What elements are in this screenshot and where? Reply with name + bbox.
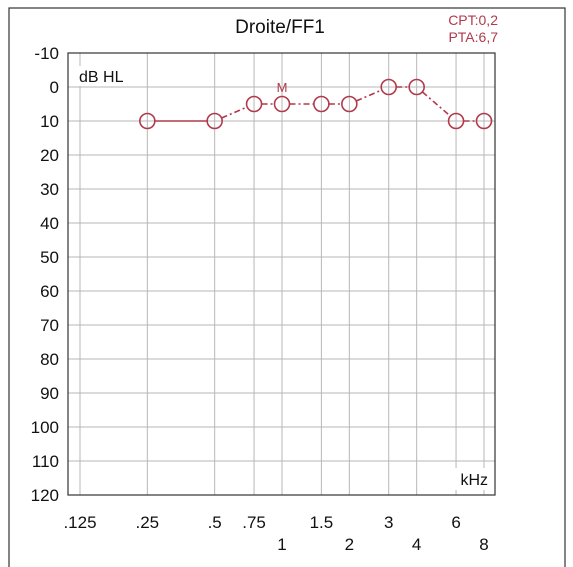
y-axis-ticks: -10 0 10 20 30 40 50 60 70 80 90 100 110 120 <box>31 44 59 505</box>
series-segment <box>421 91 451 117</box>
x-tick-label: 8 <box>479 535 488 554</box>
y-tick-label: 40 <box>40 214 59 233</box>
x-tick-label: .125 <box>63 513 96 532</box>
y-axis-label: dB HL <box>79 69 124 86</box>
x-tick-label: 4 <box>412 535 421 554</box>
y-tick-label: 0 <box>50 78 59 97</box>
x-tick-label: 6 <box>451 513 460 532</box>
xlabel-background <box>448 468 492 490</box>
y-tick-label: 30 <box>40 180 59 199</box>
series-segment <box>355 89 383 102</box>
x-tick-label: .25 <box>136 513 160 532</box>
x-axis-label: kHz <box>460 472 488 489</box>
plot-border <box>67 52 496 496</box>
x-tick-label: .75 <box>242 513 266 532</box>
y-tick-label: 50 <box>40 248 59 267</box>
data-point-circle <box>313 95 330 113</box>
y-tick-label: 70 <box>40 316 59 335</box>
data-point-circle <box>273 95 291 113</box>
annotation-pta: PTA:6,7 <box>448 29 498 45</box>
y-tick-label: 10 <box>40 112 59 131</box>
chart-title: Droite/FF1 <box>235 17 325 38</box>
data-point-circle <box>206 112 223 130</box>
x-tick-label: 3 <box>384 513 393 532</box>
x-tick-label: .5 <box>208 513 222 532</box>
y-tick-label: 100 <box>31 418 59 437</box>
data-point-circle <box>408 78 425 96</box>
x-tick-label: 1.5 <box>310 513 334 532</box>
data-point-circle <box>245 95 263 113</box>
y-tick-label: 20 <box>40 146 59 165</box>
masking-marker-label: M <box>277 80 288 95</box>
x-tick-label: 2 <box>345 535 354 554</box>
x-tick-label: 1 <box>277 535 286 554</box>
y-tick-label: 80 <box>40 350 59 369</box>
data-point-circle <box>447 112 465 130</box>
annotation-cpt: CPT:0,2 <box>448 12 498 28</box>
y-tick-label: 120 <box>31 486 59 505</box>
y-tick-label: 90 <box>40 384 59 403</box>
data-point-circle <box>341 95 358 113</box>
y-tick-label: -10 <box>34 44 59 63</box>
x-axis-ticks: .125 .25 .5 .75 1 1.5 2 34 68 <box>63 513 488 554</box>
series-segment <box>221 106 248 119</box>
data-point-circle <box>380 78 398 96</box>
data-point-circle <box>139 112 156 130</box>
data-series: M <box>139 78 493 130</box>
data-point-circle <box>475 112 493 130</box>
y-tick-label: 110 <box>32 452 59 471</box>
ylabel-background <box>74 66 134 86</box>
y-tick-label: 60 <box>40 282 59 301</box>
